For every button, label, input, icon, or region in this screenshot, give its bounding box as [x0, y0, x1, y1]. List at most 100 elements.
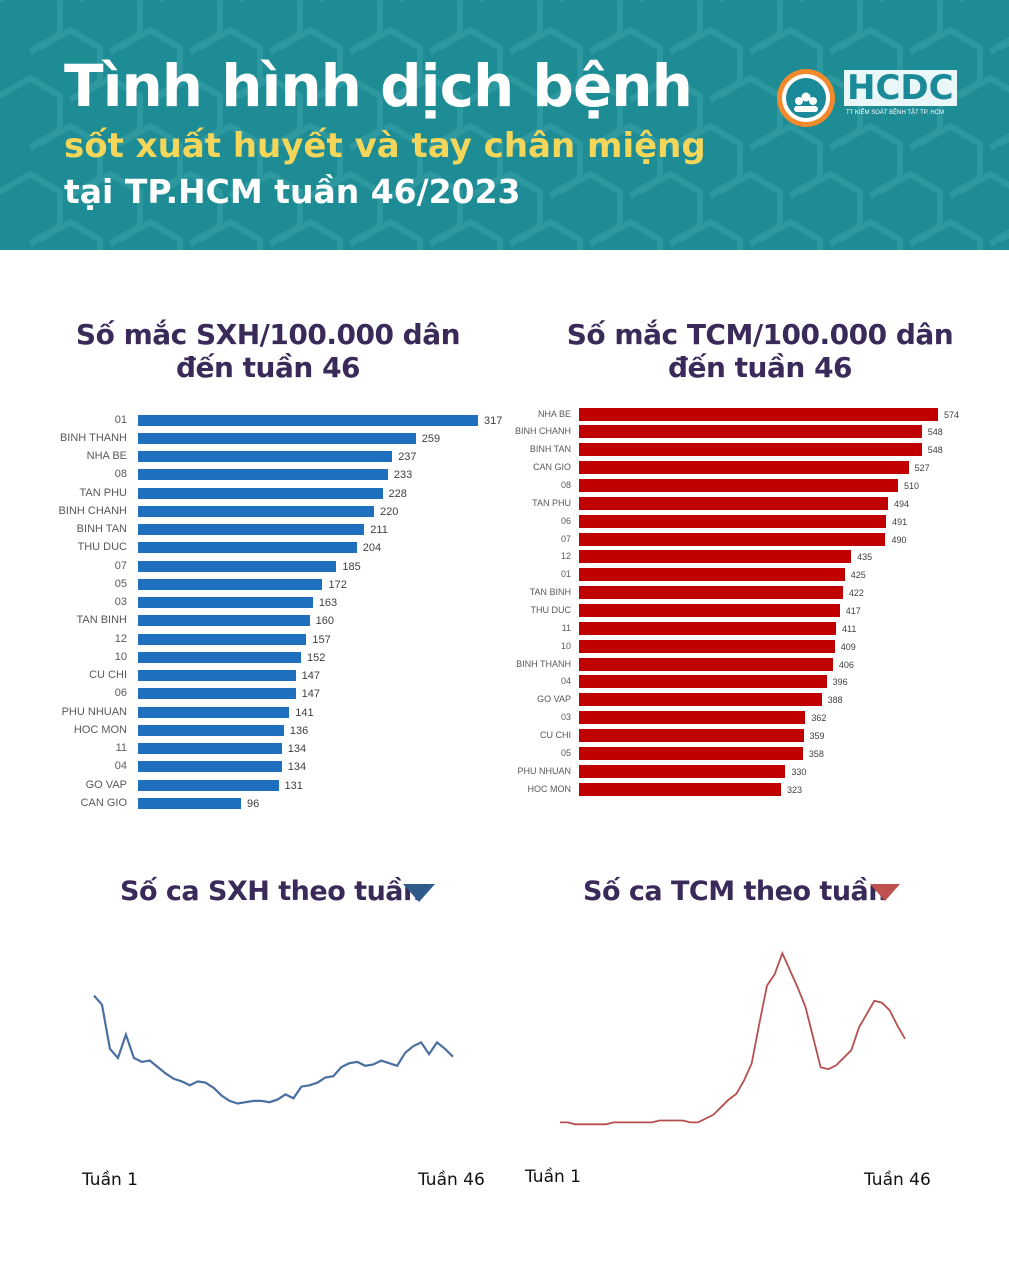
- bar-category-label: THU DUC: [530, 604, 572, 615]
- bar-category-label: 03: [114, 596, 127, 608]
- bar: [138, 797, 241, 809]
- bar-value-label: 409: [840, 641, 856, 652]
- bar-category-label: BINH CHANH: [58, 504, 127, 517]
- bar-category-label: 12: [114, 632, 127, 645]
- bar-value-label: 185: [342, 560, 361, 573]
- bar-category-label: GO VAP: [85, 778, 127, 791]
- tcm-bar-title-line2: đến tuần 46: [667, 351, 853, 384]
- bar: [138, 706, 290, 718]
- bar: [138, 578, 323, 590]
- bar-value-label: 259: [421, 432, 441, 445]
- tcm-x-start-label: Tuần 1: [525, 1167, 581, 1187]
- bar-value-label: 96: [246, 797, 260, 810]
- bar-category-label: 10: [114, 650, 127, 663]
- bar-value-label: 228: [388, 487, 407, 500]
- bar: [579, 550, 852, 564]
- trend-down-icon: [870, 884, 900, 901]
- bar: [579, 711, 806, 725]
- bar-category-label: TAN BINH: [529, 587, 571, 598]
- bar-value-label: 425: [850, 570, 866, 581]
- bar-value-label: 211: [370, 524, 388, 536]
- subtitle: sốt xuất huyết và tay chân miệng: [64, 126, 706, 166]
- bar: [579, 514, 887, 528]
- header-banner: Tình hình dịch bệnh sốt xuất huyết và ta…: [0, 0, 1009, 250]
- bar-category-label: 08: [114, 468, 127, 481]
- bar-category-label: PHU NHUAN: [517, 765, 571, 776]
- bar-value-label: 147: [301, 688, 321, 701]
- logo-subtext: TT KIỂM SOÁT BỆNH TẬT TP. HCM: [846, 110, 945, 116]
- bar: [579, 764, 786, 778]
- main-title: Tình hình dịch bệnh: [64, 52, 693, 120]
- hcdc-logo: HCDC TT KIỂM SOÁT BỆNH TẬT TP. HCM: [772, 66, 957, 130]
- bar-category-label: 12: [560, 551, 571, 562]
- bar: [138, 688, 296, 700]
- bar-value-label: 491: [892, 516, 908, 527]
- bar-value-label: 574: [944, 409, 960, 420]
- bar-category-label: 08: [560, 479, 571, 490]
- bar-value-label: 358: [808, 748, 824, 759]
- bar-value-label: 317: [484, 414, 503, 427]
- bar-category-label: 10: [560, 640, 571, 651]
- bar: [138, 524, 365, 535]
- bar-category-label: TAN BINH: [76, 614, 127, 627]
- bar-value-label: 136: [289, 724, 309, 737]
- bar: [138, 615, 310, 627]
- bar-category-label: PHU NHUAN: [61, 705, 127, 718]
- bar: [138, 487, 383, 499]
- bar-category-label: 04: [114, 760, 127, 773]
- bar-value-label: 237: [398, 451, 417, 463]
- bar: [138, 414, 478, 426]
- bar-category-label: 06: [560, 515, 571, 526]
- bar-category-label: BINH THANH: [516, 658, 571, 669]
- bar: [579, 478, 898, 492]
- bar: [579, 693, 822, 707]
- bar-category-label: BINH TAN: [529, 444, 571, 455]
- bar-value-label: 204: [362, 542, 382, 555]
- bar-value-label: 330: [791, 766, 807, 777]
- sxh-bar-chart-title: Số mắc SXH/100.000 dân đến tuần 46: [68, 318, 468, 384]
- tcm-line-series: [560, 950, 906, 1126]
- bar-value-label: 131: [284, 779, 303, 792]
- bar-value-label: 435: [857, 552, 873, 563]
- bar-value-label: 172: [328, 578, 347, 591]
- bar: [138, 651, 302, 663]
- bar: [579, 568, 845, 582]
- bar-category-label: 03: [560, 712, 571, 723]
- bar: [579, 603, 840, 617]
- bar: [579, 532, 886, 546]
- bar: [579, 443, 922, 457]
- bar: [579, 407, 938, 421]
- bar-category-label: BINH TAN: [76, 523, 127, 535]
- logo-text: HCDC: [844, 70, 957, 106]
- bar-value-label: 163: [318, 597, 338, 609]
- bar-value-label: 141: [295, 706, 314, 719]
- bar-value-label: 134: [287, 761, 307, 774]
- bar-value-label: 362: [811, 713, 827, 724]
- bar-category-label: 01: [560, 569, 571, 580]
- bar-category-label: TAN PHU: [532, 497, 571, 508]
- bar: [138, 597, 313, 608]
- bar: [579, 657, 833, 671]
- bar-category-label: NHA BE: [86, 450, 127, 462]
- bar-value-label: 134: [287, 743, 307, 755]
- bar-value-label: 510: [903, 480, 919, 491]
- bar-value-label: 152: [307, 651, 326, 664]
- sxh-x-start-label: Tuần 1: [82, 1170, 138, 1190]
- bar-category-label: CAN GIO: [532, 462, 571, 473]
- bar-category-label: CAN GIO: [80, 796, 127, 809]
- bar-value-label: 160: [315, 615, 334, 628]
- sxh-x-end-label: Tuần 46: [418, 1170, 485, 1190]
- bar-category-label: 05: [560, 747, 571, 758]
- hcdc-emblem-icon: [777, 69, 835, 127]
- bar: [579, 782, 782, 796]
- bar-value-label: 157: [312, 633, 331, 646]
- bar-value-label: 411: [842, 623, 857, 634]
- bar: [579, 621, 837, 635]
- bar: [579, 675, 827, 689]
- bar-category-label: CU CHI: [540, 729, 571, 740]
- sxh-line-series: [93, 994, 454, 1105]
- bar: [579, 746, 803, 760]
- bar-value-label: 359: [809, 730, 825, 741]
- bar-category-label: CU CHI: [89, 669, 127, 681]
- bar-value-label: 548: [927, 427, 943, 438]
